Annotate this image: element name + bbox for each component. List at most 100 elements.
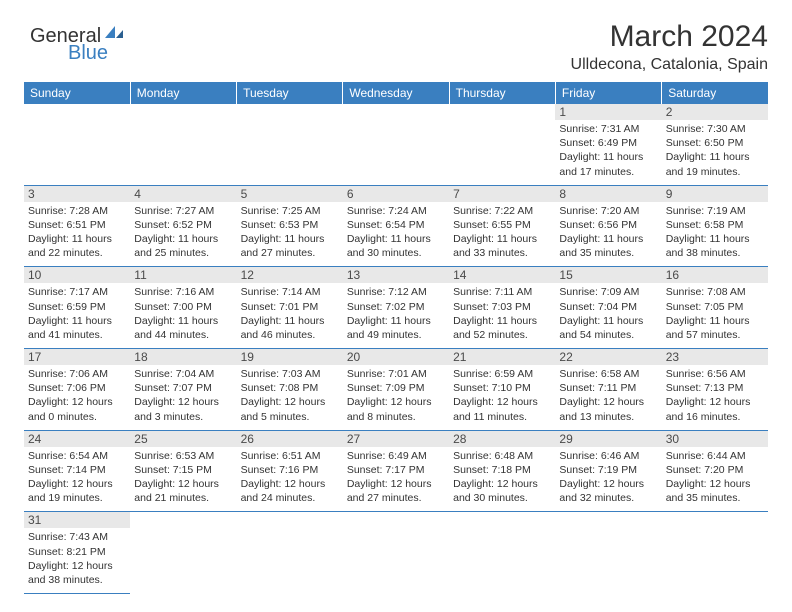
- calendar-cell: [130, 104, 236, 185]
- logo-text-2: Blue: [68, 42, 108, 64]
- sunrise-text: Sunrise: 7:43 AM: [28, 530, 126, 544]
- sunrise-text: Sunrise: 7:19 AM: [666, 204, 764, 218]
- calendar-cell: 10Sunrise: 7:17 AMSunset: 6:59 PMDayligh…: [24, 267, 130, 349]
- day-details: Sunrise: 7:20 AMSunset: 6:56 PMDaylight:…: [559, 204, 657, 261]
- sunset-text: Sunset: 7:17 PM: [347, 463, 445, 477]
- weekday-header: Monday: [130, 82, 236, 104]
- weekday-header: Saturday: [662, 82, 768, 104]
- sunrise-text: Sunrise: 6:49 AM: [347, 449, 445, 463]
- sunset-text: Sunset: 6:56 PM: [559, 218, 657, 232]
- day-number: 19: [237, 349, 343, 365]
- daylight-text: Daylight: 11 hours and 30 minutes.: [347, 232, 445, 260]
- sunset-text: Sunset: 7:06 PM: [28, 381, 126, 395]
- calendar-cell: 9Sunrise: 7:19 AMSunset: 6:58 PMDaylight…: [662, 185, 768, 267]
- day-details: Sunrise: 7:19 AMSunset: 6:58 PMDaylight:…: [666, 204, 764, 261]
- calendar-cell: [449, 512, 555, 594]
- day-number: 25: [130, 431, 236, 447]
- weekday-header-row: Sunday Monday Tuesday Wednesday Thursday…: [24, 82, 768, 104]
- day-details: Sunrise: 7:25 AMSunset: 6:53 PMDaylight:…: [241, 204, 339, 261]
- sunrise-text: Sunrise: 7:25 AM: [241, 204, 339, 218]
- day-details: Sunrise: 7:01 AMSunset: 7:09 PMDaylight:…: [347, 367, 445, 424]
- day-number: 13: [343, 267, 449, 283]
- day-number: 6: [343, 186, 449, 202]
- day-number: 30: [662, 431, 768, 447]
- daylight-text: Daylight: 12 hours and 19 minutes.: [28, 477, 126, 505]
- weekday-header: Tuesday: [237, 82, 343, 104]
- sunset-text: Sunset: 7:01 PM: [241, 300, 339, 314]
- sunset-text: Sunset: 7:15 PM: [134, 463, 232, 477]
- calendar-cell: 28Sunrise: 6:48 AMSunset: 7:18 PMDayligh…: [449, 430, 555, 512]
- day-details: Sunrise: 7:08 AMSunset: 7:05 PMDaylight:…: [666, 285, 764, 342]
- day-number: 4: [130, 186, 236, 202]
- calendar-cell: [662, 512, 768, 594]
- sunrise-text: Sunrise: 7:11 AM: [453, 285, 551, 299]
- day-number: 8: [555, 186, 661, 202]
- sunrise-text: Sunrise: 6:53 AM: [134, 449, 232, 463]
- calendar-cell: 20 Sunrise: 7:01 AMSunset: 7:09 PMDayligh…: [343, 349, 449, 431]
- calendar-cell: 1Sunrise: 7:31 AMSunset: 6:49 PMDaylight…: [555, 104, 661, 185]
- calendar-cell: [237, 104, 343, 185]
- header: March 2024 Ulldecona, Catalonia, Spain: [24, 20, 768, 74]
- daylight-text: Daylight: 11 hours and 17 minutes.: [559, 150, 657, 178]
- calendar-cell: 16Sunrise: 7:08 AMSunset: 7:05 PMDayligh…: [662, 267, 768, 349]
- sunrise-text: Sunrise: 7:14 AM: [241, 285, 339, 299]
- calendar-row: 1Sunrise: 7:31 AMSunset: 6:49 PMDaylight…: [24, 104, 768, 185]
- daylight-text: Daylight: 12 hours and 38 minutes.: [28, 559, 126, 587]
- sunrise-text: Sunrise: 6:51 AM: [241, 449, 339, 463]
- daylight-text: Daylight: 12 hours and 21 minutes.: [134, 477, 232, 505]
- day-details: Sunrise: 7:09 AMSunset: 7:04 PMDaylight:…: [559, 285, 657, 342]
- calendar-cell: 18Sunrise: 7:04 AMSunset: 7:07 PMDayligh…: [130, 349, 236, 431]
- day-details: Sunrise: 7:28 AMSunset: 6:51 PMDaylight:…: [28, 204, 126, 261]
- day-number: 21: [449, 349, 555, 365]
- sunrise-text: Sunrise: 7:06 AM: [28, 367, 126, 381]
- calendar-cell: 2Sunrise: 7:30 AMSunset: 6:50 PMDaylight…: [662, 104, 768, 185]
- sunrise-text: Sunrise: 6:58 AM: [559, 367, 657, 381]
- sunset-text: Sunset: 7:04 PM: [559, 300, 657, 314]
- daylight-text: Daylight: 11 hours and 49 minutes.: [347, 314, 445, 342]
- sunrise-text: Sunrise: 6:56 AM: [666, 367, 764, 381]
- calendar-row: 3 Sunrise: 7:28 AMSunset: 6:51 PMDaylight…: [24, 185, 768, 267]
- sunset-text: Sunset: 7:20 PM: [666, 463, 764, 477]
- sunrise-text: Sunrise: 7:09 AM: [559, 285, 657, 299]
- calendar-row: 24Sunrise: 6:54 AMSunset: 7:14 PMDayligh…: [24, 430, 768, 512]
- day-number: 3: [24, 186, 130, 202]
- calendar-cell: 26Sunrise: 6:51 AMSunset: 7:16 PMDayligh…: [237, 430, 343, 512]
- sunrise-text: Sunrise: 7:31 AM: [559, 122, 657, 136]
- calendar-cell: 7Sunrise: 7:22 AMSunset: 6:55 PMDaylight…: [449, 185, 555, 267]
- sunset-text: Sunset: 6:55 PM: [453, 218, 551, 232]
- daylight-text: Daylight: 11 hours and 25 minutes.: [134, 232, 232, 260]
- month-title: March 2024: [24, 20, 768, 54]
- day-details: Sunrise: 7:06 AMSunset: 7:06 PMDaylight:…: [28, 367, 126, 424]
- day-details: Sunrise: 7:43 AMSunset: 8:21 PMDaylight:…: [28, 530, 126, 587]
- day-number: 26: [237, 431, 343, 447]
- day-details: Sunrise: 6:58 AMSunset: 7:11 PMDaylight:…: [559, 367, 657, 424]
- sunrise-text: Sunrise: 7:30 AM: [666, 122, 764, 136]
- sunset-text: Sunset: 6:58 PM: [666, 218, 764, 232]
- weekday-header: Thursday: [449, 82, 555, 104]
- daylight-text: Daylight: 11 hours and 27 minutes.: [241, 232, 339, 260]
- day-number: 22: [555, 349, 661, 365]
- day-number: 20: [343, 349, 449, 365]
- daylight-text: Daylight: 12 hours and 30 minutes.: [453, 477, 551, 505]
- calendar-cell: 5Sunrise: 7:25 AMSunset: 6:53 PMDaylight…: [237, 185, 343, 267]
- calendar-cell: 4Sunrise: 7:27 AMSunset: 6:52 PMDaylight…: [130, 185, 236, 267]
- sunset-text: Sunset: 7:10 PM: [453, 381, 551, 395]
- day-details: Sunrise: 7:14 AMSunset: 7:01 PMDaylight:…: [241, 285, 339, 342]
- daylight-text: Daylight: 11 hours and 44 minutes.: [134, 314, 232, 342]
- calendar-cell: 24Sunrise: 6:54 AMSunset: 7:14 PMDayligh…: [24, 430, 130, 512]
- calendar-cell: 29Sunrise: 6:46 AMSunset: 7:19 PMDayligh…: [555, 430, 661, 512]
- daylight-text: Daylight: 12 hours and 5 minutes.: [241, 395, 339, 423]
- sunrise-text: Sunrise: 7:20 AM: [559, 204, 657, 218]
- day-details: Sunrise: 7:17 AMSunset: 6:59 PMDaylight:…: [28, 285, 126, 342]
- day-details: Sunrise: 7:16 AMSunset: 7:00 PMDaylight:…: [134, 285, 232, 342]
- daylight-text: Daylight: 12 hours and 13 minutes.: [559, 395, 657, 423]
- calendar-cell: [130, 512, 236, 594]
- day-details: Sunrise: 6:44 AMSunset: 7:20 PMDaylight:…: [666, 449, 764, 506]
- day-number: 31: [24, 512, 130, 528]
- calendar-cell: 13Sunrise: 7:12 AMSunset: 7:02 PMDayligh…: [343, 267, 449, 349]
- daylight-text: Daylight: 11 hours and 35 minutes.: [559, 232, 657, 260]
- calendar-table: Sunday Monday Tuesday Wednesday Thursday…: [24, 82, 768, 594]
- day-number: 12: [237, 267, 343, 283]
- sunset-text: Sunset: 7:13 PM: [666, 381, 764, 395]
- calendar-row: 31 Sunrise: 7:43 AMSunset: 8:21 PMDayligh…: [24, 512, 768, 594]
